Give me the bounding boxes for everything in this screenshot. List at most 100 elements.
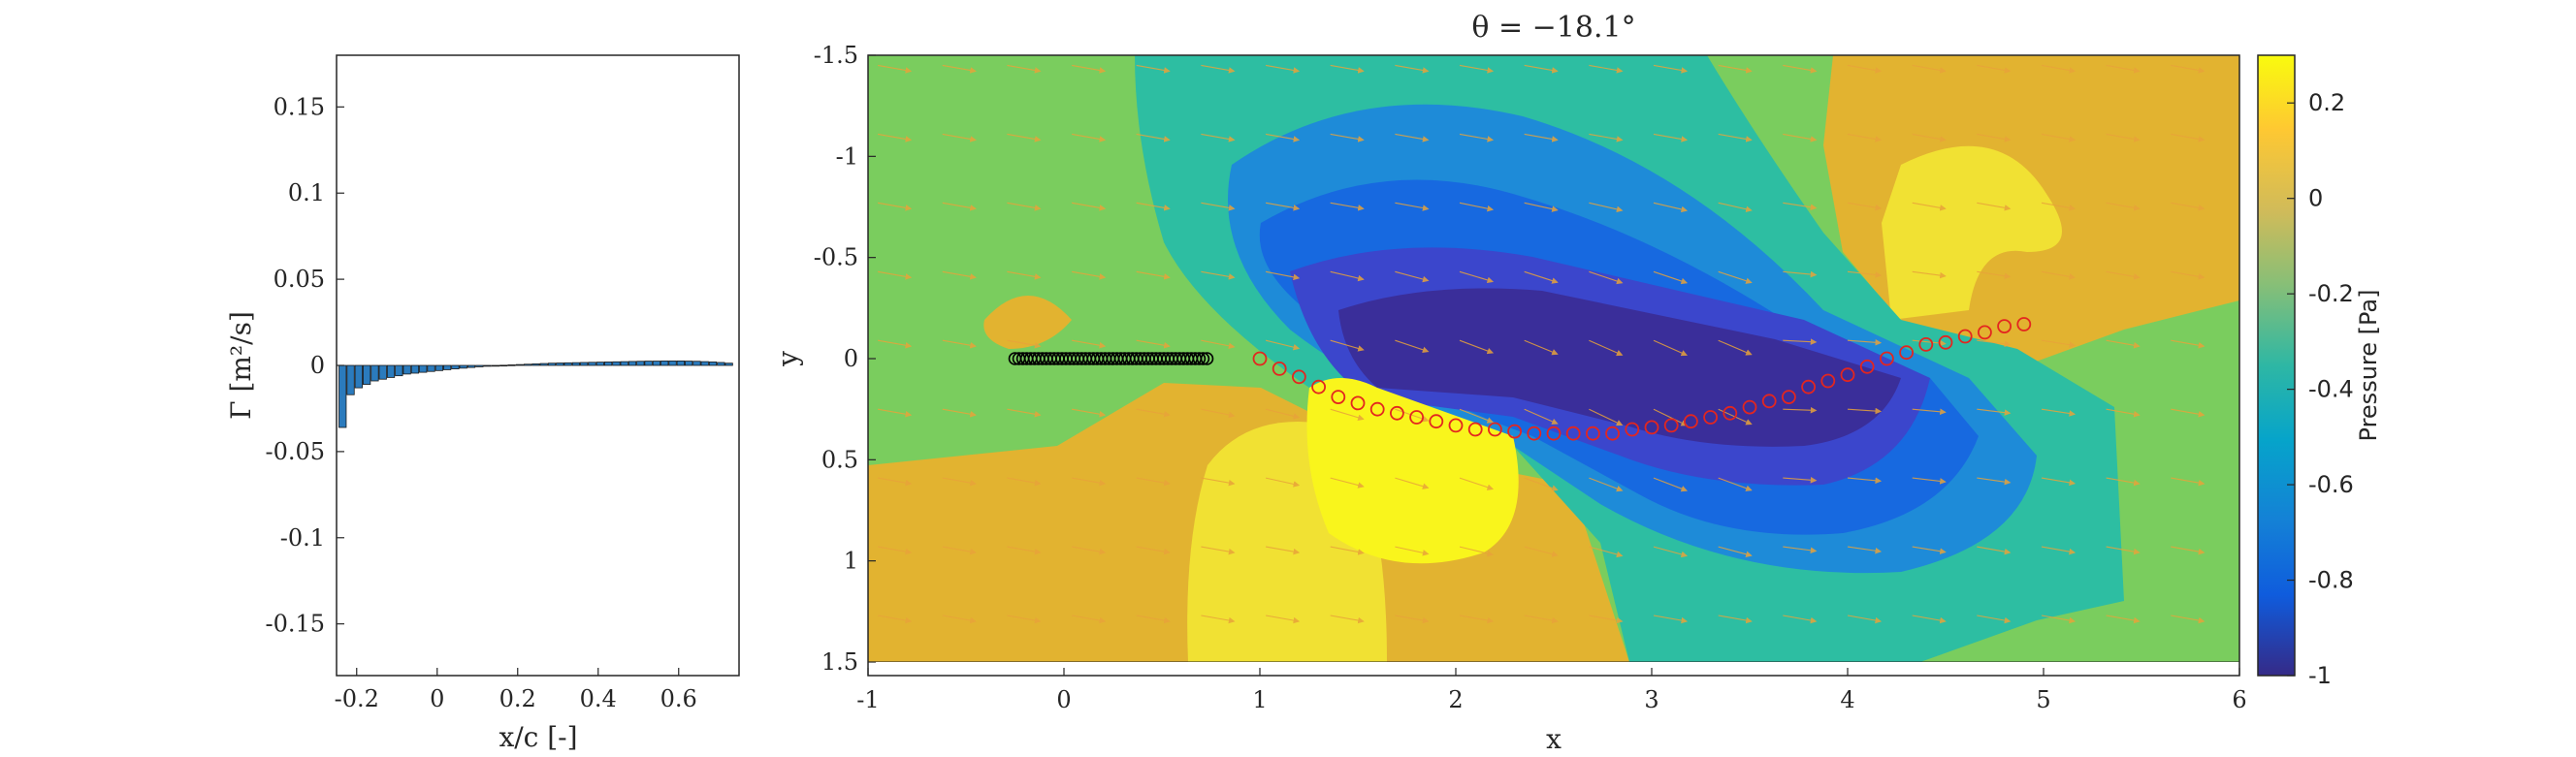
- velocity-arrow: [1912, 477, 1947, 485]
- velocity-arrow: [1783, 546, 1818, 554]
- wake-marker: [1350, 395, 1366, 411]
- left-y-tick-label: 0.1: [288, 179, 325, 206]
- circulation-bar: [717, 362, 725, 366]
- left-y-axis-label: Γ [m²/s]: [225, 311, 257, 420]
- right-plot-title: θ = −18.1°: [1471, 11, 1635, 45]
- velocity-arrow: [1912, 270, 1947, 279]
- left-y-tick-label: -0.1: [280, 524, 325, 552]
- velocity-arrow: [1847, 407, 1883, 415]
- circulation-bars: [338, 360, 733, 428]
- circulation-bar: [435, 364, 443, 371]
- airfoil-marker: [1196, 352, 1210, 365]
- contour-right-upper-yellow: [1882, 145, 2062, 320]
- wake-marker: [1820, 373, 1836, 389]
- colorbar-tick-label: -0.2: [2308, 280, 2354, 307]
- velocity-arrow: [1395, 615, 1430, 624]
- velocity-arrow: [1136, 270, 1171, 280]
- velocity-arrow: [1653, 339, 1689, 357]
- velocity-arrow: [1718, 133, 1753, 142]
- circulation-bar: [668, 360, 677, 366]
- circulation-bar: [564, 362, 572, 366]
- circulation-bar: [708, 362, 718, 366]
- velocity-arrow: [1266, 202, 1301, 211]
- left-y-tick-label: -0.05: [265, 438, 325, 465]
- velocity-arrow: [1524, 133, 1559, 142]
- velocity-arrow: [1977, 477, 2012, 486]
- velocity-arrow: [2171, 270, 2206, 280]
- right-x-tick-label: 1: [1252, 686, 1267, 713]
- circulation-bar: [346, 364, 355, 395]
- contour-deep-indigo: [1338, 288, 1901, 447]
- velocity-arrow: [1912, 546, 1947, 554]
- circulation-bar: [475, 364, 484, 367]
- right-y-tick-label: 0.5: [821, 446, 858, 473]
- velocity-arrow: [878, 270, 913, 280]
- colorbar-tick-label: -1: [2308, 662, 2332, 689]
- wake-marker: [1488, 422, 1502, 437]
- velocity-arrow: [1395, 477, 1430, 489]
- velocity-arrow: [1136, 408, 1171, 418]
- left-axis-ticks: -0.2 0 0.2 0.4 0.6 -0.15 -0.1 -0.05 0 0.05 0.1 0.15: [265, 93, 696, 712]
- wake-marker: [1429, 414, 1444, 429]
- wake-marker: [2016, 317, 2032, 331]
- velocity-arrow: [1395, 133, 1430, 142]
- left-y-tick-label: 0.05: [274, 266, 325, 293]
- wake-marker: [1761, 394, 1777, 409]
- velocity-arrow: [1330, 64, 1365, 74]
- circulation-bar: [644, 361, 653, 366]
- velocity-arrow: [1783, 615, 1818, 624]
- velocity-arrow: [1977, 64, 2012, 74]
- colorbar-tick-label: -0.6: [2308, 471, 2354, 498]
- right-x-tick-label: 0: [1056, 686, 1071, 713]
- right-x-tick-label: -1: [856, 686, 879, 713]
- wake-marker: [1311, 379, 1326, 394]
- velocity-arrow: [1459, 133, 1495, 142]
- velocity-arrow: [1201, 477, 1236, 487]
- velocity-arrow: [2041, 615, 2077, 624]
- circulation-bar: [580, 362, 589, 366]
- wake-marker: [1409, 410, 1424, 425]
- velocity-arrow: [1395, 202, 1430, 211]
- velocity-arrow: [1589, 408, 1624, 426]
- circulation-bar: [410, 364, 420, 374]
- velocity-arrow: [1977, 546, 2012, 555]
- velocity-arrow: [1459, 477, 1495, 490]
- wake-marker: [1703, 410, 1718, 425]
- velocity-arrow: [1718, 202, 1753, 213]
- velocity-arrow: [1524, 270, 1559, 284]
- velocity-arrow: [1653, 64, 1689, 74]
- velocity-arrow: [1912, 133, 1947, 142]
- contour-field: [868, 55, 2239, 662]
- wake-marker: [1840, 367, 1855, 383]
- left-x-tick-label: 0.6: [660, 685, 697, 712]
- velocity-arrow: [2171, 477, 2206, 487]
- velocity-arrow: [2171, 202, 2206, 211]
- velocity-arrow: [1459, 202, 1495, 212]
- velocity-arrow: [878, 202, 913, 211]
- velocity-arrow: [1330, 615, 1365, 624]
- circulation-bar: [596, 362, 604, 366]
- wake-marker: [1801, 379, 1816, 394]
- velocity-arrow: [2171, 64, 2206, 74]
- velocity-arrow: [1718, 546, 1753, 557]
- velocity-arrow: [1459, 615, 1495, 624]
- velocity-arrow: [2106, 64, 2141, 74]
- velocity-arrow: [2106, 133, 2141, 142]
- velocity-arrow: [2171, 546, 2206, 555]
- circulation-bar: [692, 361, 701, 366]
- wake-marker: [1546, 426, 1562, 441]
- velocity-arrow: [1136, 202, 1171, 211]
- left-y-tick-label: 0.15: [274, 93, 325, 120]
- velocity-arrow: [878, 64, 913, 74]
- velocity-arrow: [1977, 202, 2012, 211]
- circulation-bar: [571, 362, 581, 366]
- velocity-arrow: [1201, 64, 1236, 74]
- velocity-arrow: [1589, 133, 1624, 142]
- velocity-arrow: [942, 64, 977, 74]
- velocity-arrow: [2041, 270, 2077, 280]
- velocity-arrow: [2041, 408, 2077, 417]
- velocity-arrow: [1847, 64, 1883, 74]
- velocity-arrow: [2106, 615, 2141, 624]
- circulation-bar: [700, 361, 709, 366]
- velocity-arrow: [1330, 133, 1365, 142]
